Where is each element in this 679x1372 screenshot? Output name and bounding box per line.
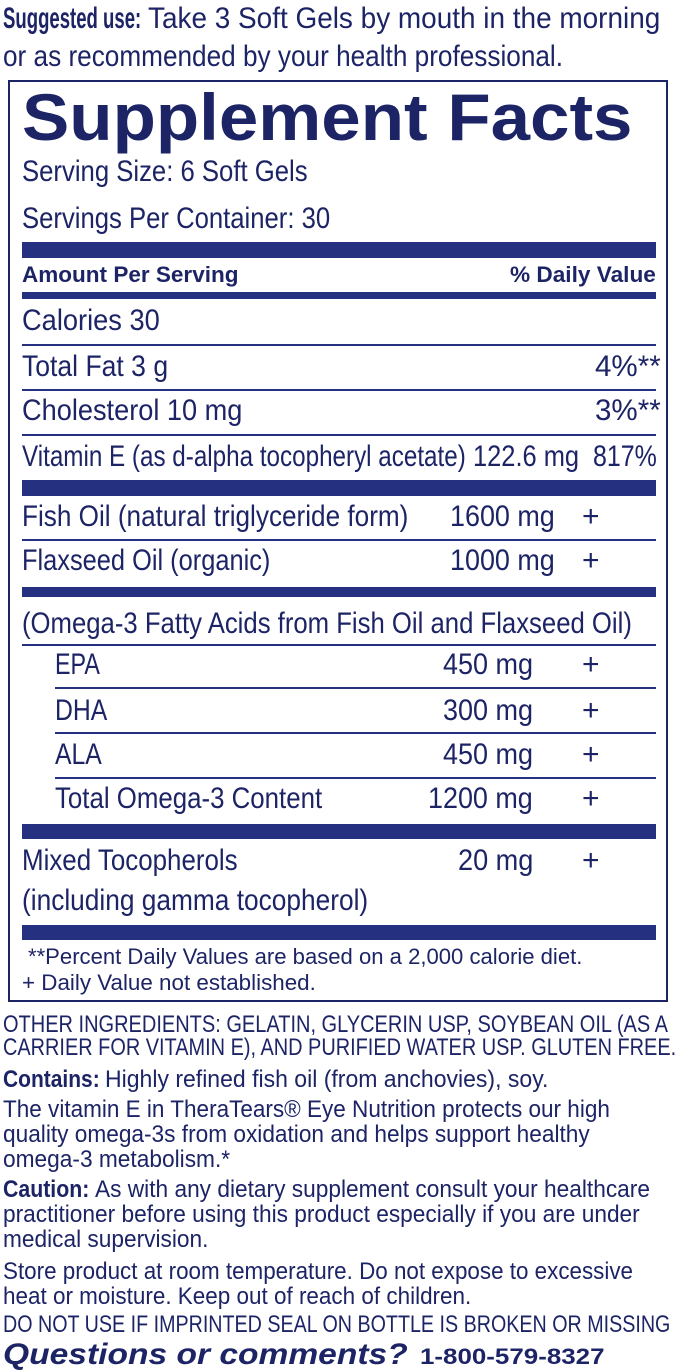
divider-line: [22, 539, 656, 541]
caution-line1: As with any dietary supplement consult y…: [95, 1176, 650, 1203]
row-dv: +: [582, 694, 600, 727]
supplement-facts-panel: [8, 80, 668, 1002]
row-amount: 1600 mg: [450, 500, 555, 533]
divider-line: [55, 687, 656, 689]
other-ingredients-line1: OTHER INGREDIENTS: GELATIN, GLYCERIN USP…: [3, 1011, 668, 1038]
row-amount: 122.6 mg: [473, 440, 580, 473]
divider-line: [22, 389, 656, 391]
row-dv: 3%**: [595, 394, 661, 427]
header-daily-value: % Daily Value: [510, 262, 656, 287]
row-name-detail: (including gamma tocopherol): [22, 884, 369, 917]
row-dv: +: [582, 544, 600, 577]
row-name: Cholesterol 10 mg: [22, 394, 243, 427]
divider-bar: [22, 292, 656, 299]
row-dv: +: [582, 782, 600, 815]
questions-heading: Questions or comments?: [3, 1338, 408, 1371]
row-amount: 450 mg: [443, 738, 534, 771]
other-ingredients-line2: CARRIER FOR VITAMIN E), AND PURIFIED WAT…: [3, 1034, 677, 1061]
suggested-use-line2: or as recommended by your health profess…: [3, 40, 564, 73]
phone-number[interactable]: 1-800-579-8327: [420, 1344, 605, 1369]
divider-bar: [22, 925, 656, 940]
row-amount: 1000 mg: [450, 544, 555, 577]
serving-size: Serving Size: 6 Soft Gels: [22, 155, 308, 188]
divider-line: [22, 644, 656, 646]
suggested-use-line1: Take 3 Soft Gels by mouth in the morning: [148, 2, 661, 35]
contains-label: Contains:: [3, 1066, 100, 1093]
caution-label: Caution:: [3, 1176, 90, 1203]
facts-title: Supplement Facts: [22, 80, 633, 154]
vitamin-e-line1: The vitamin E in TheraTears® Eye Nutriti…: [3, 1096, 610, 1123]
divider-bar: [22, 480, 656, 496]
row-amount: 300 mg: [443, 694, 534, 727]
vitamin-e-line3: omega-3 metabolism.*: [3, 1146, 231, 1173]
row-name: Total Fat 3 g: [22, 350, 169, 383]
header-amount: Amount Per Serving: [22, 262, 239, 287]
divider-bar: [22, 242, 656, 258]
divider-line: [22, 434, 656, 436]
row-name: EPA: [55, 648, 100, 681]
footnote-not-established: + Daily Value not established.: [22, 970, 316, 995]
row-name: Flaxseed Oil (organic): [22, 544, 271, 577]
row-name: Vitamin E (as d-alpha tocopheryl acetate…: [22, 440, 466, 473]
divider-line: [55, 777, 656, 779]
row-name: Calories 30: [22, 304, 160, 337]
row-dv: +: [582, 844, 600, 877]
caution-line3: medical supervision.: [3, 1226, 209, 1253]
suggested-use-label: Suggested use:: [3, 2, 142, 35]
row-name: Fish Oil (natural triglyceride form): [22, 500, 409, 533]
seal-warning: DO NOT USE IF IMPRINTED SEAL ON BOTTLE I…: [3, 1311, 671, 1338]
row-name: Total Omega-3 Content: [55, 782, 323, 815]
row-amount: 450 mg: [443, 648, 534, 681]
row-dv: +: [582, 648, 600, 681]
servings-per-container: Servings Per Container: 30: [22, 202, 331, 235]
divider-bar: [22, 587, 656, 597]
row-amount: 20 mg: [458, 844, 534, 877]
storage-line1: Store product at room temperature. Do no…: [3, 1258, 634, 1285]
divider-bar: [22, 824, 656, 839]
row-dv: +: [582, 738, 600, 771]
divider-line: [22, 344, 656, 346]
divider-line: [55, 732, 656, 734]
footnote-daily-values: **Percent Daily Values are based on a 2,…: [28, 944, 583, 969]
row-dv: +: [582, 500, 600, 533]
storage-line2: heat or moisture. Keep out of reach of c…: [3, 1283, 472, 1310]
row-dv: 817%: [593, 440, 657, 473]
row-name: DHA: [55, 694, 108, 727]
omega-header: (Omega-3 Fatty Acids from Fish Oil and F…: [22, 607, 632, 640]
row-name: Mixed Tocopherols: [22, 844, 238, 877]
row-name: ALA: [55, 738, 102, 771]
caution-line2: practitioner before using this product e…: [3, 1201, 640, 1228]
vitamin-e-line2: quality omega-3s from oxidation and help…: [3, 1121, 590, 1148]
contains-text: Highly refined fish oil (from anchovies)…: [105, 1066, 549, 1093]
row-amount: 1200 mg: [428, 782, 533, 815]
row-dv: 4%**: [595, 350, 661, 383]
